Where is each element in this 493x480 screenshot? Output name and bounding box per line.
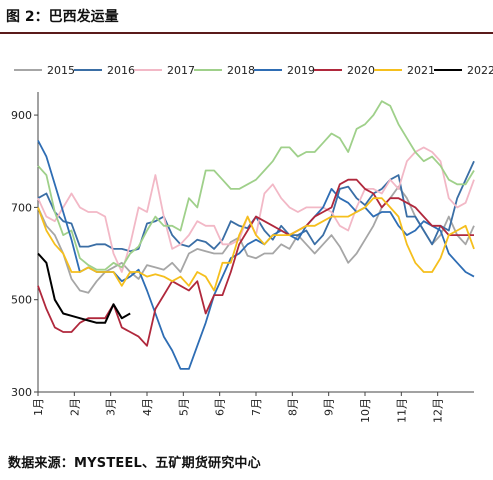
legend-label-2019: 2019 bbox=[287, 64, 315, 77]
x-tick-label: 5月 bbox=[177, 398, 190, 416]
y-tick-label: 500 bbox=[11, 294, 32, 307]
series-line-2018 bbox=[37, 100, 475, 271]
title-divider bbox=[0, 32, 493, 34]
x-tick-label: 12月 bbox=[432, 398, 445, 423]
x-tick-label: 8月 bbox=[286, 398, 299, 416]
x-tick-label: 7月 bbox=[250, 398, 263, 416]
source-note: 数据来源：MYSTEEL、五矿期货研究中心 bbox=[8, 456, 261, 471]
legend-label-2022: 2022 bbox=[467, 64, 493, 77]
series-line-2017 bbox=[37, 146, 475, 273]
legend-label-2015: 2015 bbox=[47, 64, 75, 77]
series-line-2016 bbox=[37, 160, 475, 253]
series-line-2019 bbox=[37, 140, 475, 370]
legend-label-2018: 2018 bbox=[227, 64, 255, 77]
x-tick-label: 10月 bbox=[359, 398, 372, 423]
x-tick-label: 2月 bbox=[68, 398, 81, 416]
x-tick-label: 11月 bbox=[395, 398, 408, 423]
x-tick-label: 3月 bbox=[105, 398, 118, 416]
x-tick-label: 6月 bbox=[214, 398, 227, 416]
series-line-2021 bbox=[37, 197, 475, 292]
series-line-2020 bbox=[37, 178, 474, 347]
page-title: 图 2：巴西发运量 bbox=[6, 9, 119, 25]
y-tick-label: 300 bbox=[11, 386, 32, 399]
y-tick-label: 700 bbox=[11, 201, 32, 214]
legend-label-2020: 2020 bbox=[347, 64, 375, 77]
legend-label-2021: 2021 bbox=[407, 64, 435, 77]
x-tick-label: 1月 bbox=[32, 398, 45, 416]
legend-label-2017: 2017 bbox=[167, 64, 195, 77]
line-chart: 300 500 700 900 1月 2月 3月 4月 5月 6月 7月 8月 9月 10月 11月 12月 2… bbox=[11, 64, 493, 423]
legend-label-2016: 2016 bbox=[107, 64, 135, 77]
x-tick-label: 4月 bbox=[141, 398, 154, 416]
y-tick-label: 900 bbox=[11, 109, 32, 122]
series-line-2022 bbox=[37, 252, 131, 324]
x-tick-label: 9月 bbox=[323, 398, 336, 416]
